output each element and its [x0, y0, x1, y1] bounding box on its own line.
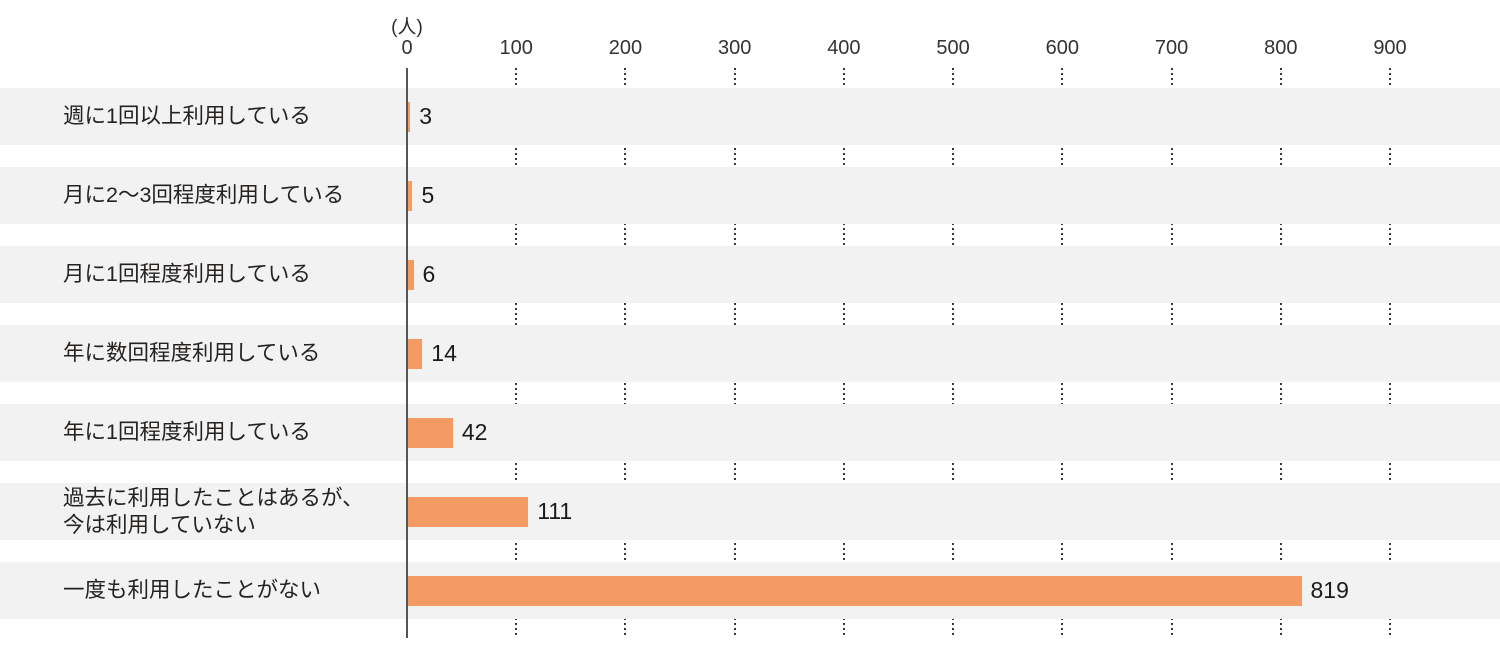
x-tick-label-0: 0 — [401, 37, 413, 59]
bar — [407, 576, 1302, 606]
x-tick-label-800: 800 — [1264, 37, 1298, 59]
bar — [407, 260, 414, 290]
x-tick-label-200: 200 — [608, 37, 643, 59]
x-tick-label-900: 900 — [1373, 37, 1407, 59]
x-tick-label-300: 300 — [717, 37, 752, 59]
x-tick-label-600: 600 — [1045, 37, 1080, 59]
category-label: 一度も利用したことがない — [63, 578, 322, 603]
value-label: 6 — [422, 261, 436, 287]
x-tick-label-100: 100 — [499, 37, 533, 59]
x-tick-label-400: 400 — [827, 37, 861, 59]
category-label: 過去に利用したことはあるが、 今は利用していない — [63, 486, 364, 537]
x-tick-label-500: 500 — [936, 37, 970, 59]
row-band: 一度も利用したことがない 819 — [0, 562, 1500, 619]
bar — [407, 339, 423, 369]
category-label: 月に1回程度利用している — [63, 262, 311, 287]
bar — [407, 102, 411, 132]
row-band: 年に数回程度利用している 14 — [0, 325, 1500, 382]
value-label: 14 — [431, 340, 457, 366]
value-label: 3 — [419, 103, 433, 129]
row-band: 月に1回程度利用している 6 — [0, 246, 1500, 303]
row-band: 過去に利用したことはあるが、 今は利用していない 111 — [0, 483, 1500, 540]
bar — [407, 497, 529, 527]
category-label: 月に2〜3回程度利用している — [63, 183, 345, 208]
value-label: 42 — [461, 419, 488, 445]
y-axis-line — [406, 68, 408, 638]
x-tick-label-700: 700 — [1154, 37, 1189, 59]
value-label: 5 — [421, 182, 435, 208]
row-band: 週に1回以上利用している 3 — [0, 88, 1500, 145]
bar — [407, 181, 413, 211]
row-band: 月に2〜3回程度利用している 5 — [0, 167, 1500, 224]
value-label: 111 — [537, 498, 573, 524]
category-label: 週に1回以上利用している — [63, 104, 311, 129]
bar — [407, 418, 453, 448]
row-band: 年に1回程度利用している 42 — [0, 404, 1500, 461]
axis-unit-label: (人) — [391, 17, 423, 38]
value-label: 819 — [1310, 577, 1349, 603]
category-label: 年に数回程度利用している — [63, 341, 321, 366]
category-label: 年に1回程度利用している — [63, 420, 311, 445]
